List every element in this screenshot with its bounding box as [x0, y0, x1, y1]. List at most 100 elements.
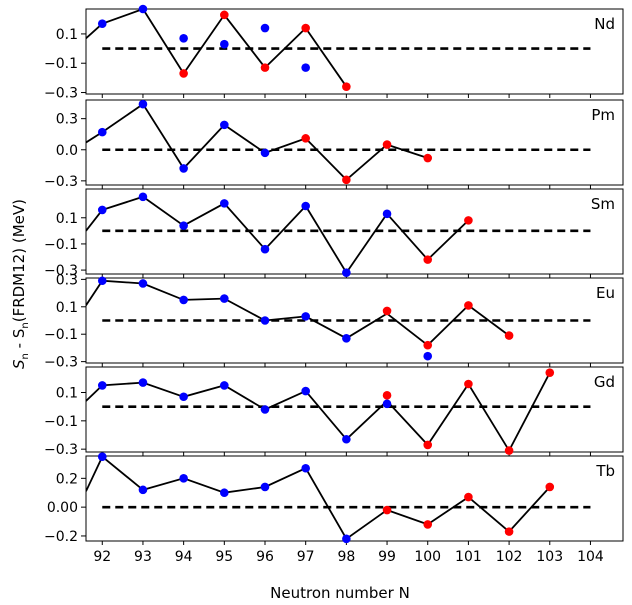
x-axis: 92 93 94 95 96 97 98 99 100 101 102 103 104 — [93, 549, 604, 565]
x-tick-label: 96 — [256, 549, 274, 565]
y-tick-label: −0.1 — [44, 327, 78, 343]
y-tick-label: 0.1 — [56, 300, 78, 316]
data-point-red — [301, 23, 310, 33]
data-point-blue — [138, 279, 148, 288]
panel-pm: 0.3 0.0 −0.3 Pm — [44, 99, 624, 190]
data-point-blue — [138, 378, 148, 387]
data-point-blue — [179, 34, 188, 43]
data-point-red — [464, 379, 473, 389]
panel-label: Tb — [595, 462, 615, 480]
y-tick-label: −0.3 — [44, 263, 78, 279]
x-tick-label: 94 — [175, 549, 193, 565]
x-tick-label: 102 — [496, 549, 523, 565]
data-point-blue — [179, 295, 188, 305]
data-point-blue — [382, 209, 392, 219]
x-tick-label: 100 — [414, 549, 441, 565]
y-tick-label: −0.3 — [44, 442, 78, 458]
panel-sm: 0.1 −0.1 −0.3 Sm — [44, 188, 624, 279]
data-point-blue — [97, 276, 107, 286]
data-point-blue — [260, 482, 270, 492]
data-point-red — [220, 10, 229, 20]
panel-label: Gd — [594, 373, 615, 391]
y-tick-label: 0.3 — [56, 112, 78, 128]
panel-label: Sm — [591, 195, 615, 213]
data-point-blue — [260, 148, 270, 158]
data-point-blue — [179, 164, 188, 173]
data-point-blue — [260, 405, 270, 414]
y-tick-label: 0.1 — [56, 386, 78, 402]
data-point-blue — [138, 99, 148, 109]
series-line — [86, 455, 551, 541]
data-point-blue — [220, 120, 229, 130]
data-point-blue — [342, 334, 351, 343]
data-point-blue — [220, 199, 229, 208]
data-point-red — [423, 340, 433, 350]
y-tick-label: 0.1 — [56, 27, 78, 43]
panel-label: Nd — [594, 15, 615, 33]
data-point-blue — [179, 474, 188, 483]
data-point-red — [342, 82, 351, 91]
panel-tb: 0.2 0.00 −0.2 Tb — [44, 452, 624, 545]
data-point-blue — [342, 434, 351, 444]
data-point-red — [504, 331, 514, 340]
data-point-red — [464, 216, 473, 225]
series-line — [86, 102, 428, 182]
panel-frame — [85, 455, 624, 542]
y-tick-label: −0.1 — [44, 56, 78, 72]
data-point-red — [301, 134, 310, 143]
data-point-red — [423, 153, 433, 163]
x-tick-label: 95 — [215, 549, 233, 565]
x-tick-label: 92 — [93, 549, 111, 565]
data-point-red — [423, 440, 433, 450]
data-point-blue — [423, 351, 433, 361]
y-tick-label: 0.3 — [56, 272, 78, 288]
y-tick-label: −0.3 — [44, 86, 78, 102]
data-point-blue — [260, 244, 270, 254]
data-point-blue — [138, 4, 148, 14]
data-point-blue — [179, 392, 188, 402]
y-tick-label: −0.3 — [44, 174, 78, 190]
data-point-blue — [342, 534, 351, 544]
data-point-blue — [301, 63, 310, 72]
data-point-blue — [342, 268, 351, 277]
data-point-red — [464, 492, 473, 502]
data-point-blue — [179, 221, 188, 230]
x-tick-label: 103 — [536, 549, 563, 565]
y-tick-label: −0.2 — [44, 529, 78, 545]
data-point-red — [545, 482, 555, 492]
data-point-red — [504, 527, 514, 536]
data-point-blue — [260, 23, 270, 33]
x-axis-title: Neutron number N — [270, 584, 410, 602]
x-tick-label: 98 — [337, 549, 355, 565]
data-point-red — [464, 301, 473, 310]
y-tick-label: −0.3 — [44, 355, 78, 371]
y-tick-label: −0.1 — [44, 414, 78, 430]
data-point-red — [382, 391, 392, 400]
x-tick-label: 97 — [297, 549, 315, 565]
data-point-red — [342, 175, 351, 185]
series-line — [86, 372, 551, 453]
series-line — [86, 195, 470, 275]
chart-panels: 0.1−0.1−0.3Nd0.30.0−0.3Pm0.1−0.1−0.3Sm0.… — [44, 4, 624, 545]
y-tick-label: 0.0 — [56, 143, 78, 159]
data-point-blue — [301, 463, 310, 473]
x-tick-label: 99 — [378, 549, 396, 565]
data-point-blue — [138, 192, 148, 202]
series-line — [86, 279, 510, 347]
data-point-blue — [382, 399, 392, 409]
data-point-blue — [260, 316, 270, 325]
y-tick-label: 0.2 — [56, 471, 78, 487]
data-point-red — [545, 368, 555, 377]
panel-frame — [85, 277, 624, 364]
panel-label: Eu — [596, 284, 615, 302]
data-point-red — [504, 446, 514, 455]
data-point-red — [382, 140, 392, 149]
y-tick-label: 0.00 — [47, 500, 78, 516]
series-line — [86, 7, 348, 88]
data-point-red — [423, 255, 433, 264]
data-point-blue — [97, 127, 107, 137]
x-tick-label: 104 — [577, 549, 604, 565]
y-tick-label: 0.1 — [56, 211, 78, 227]
panel-frame — [85, 366, 624, 453]
